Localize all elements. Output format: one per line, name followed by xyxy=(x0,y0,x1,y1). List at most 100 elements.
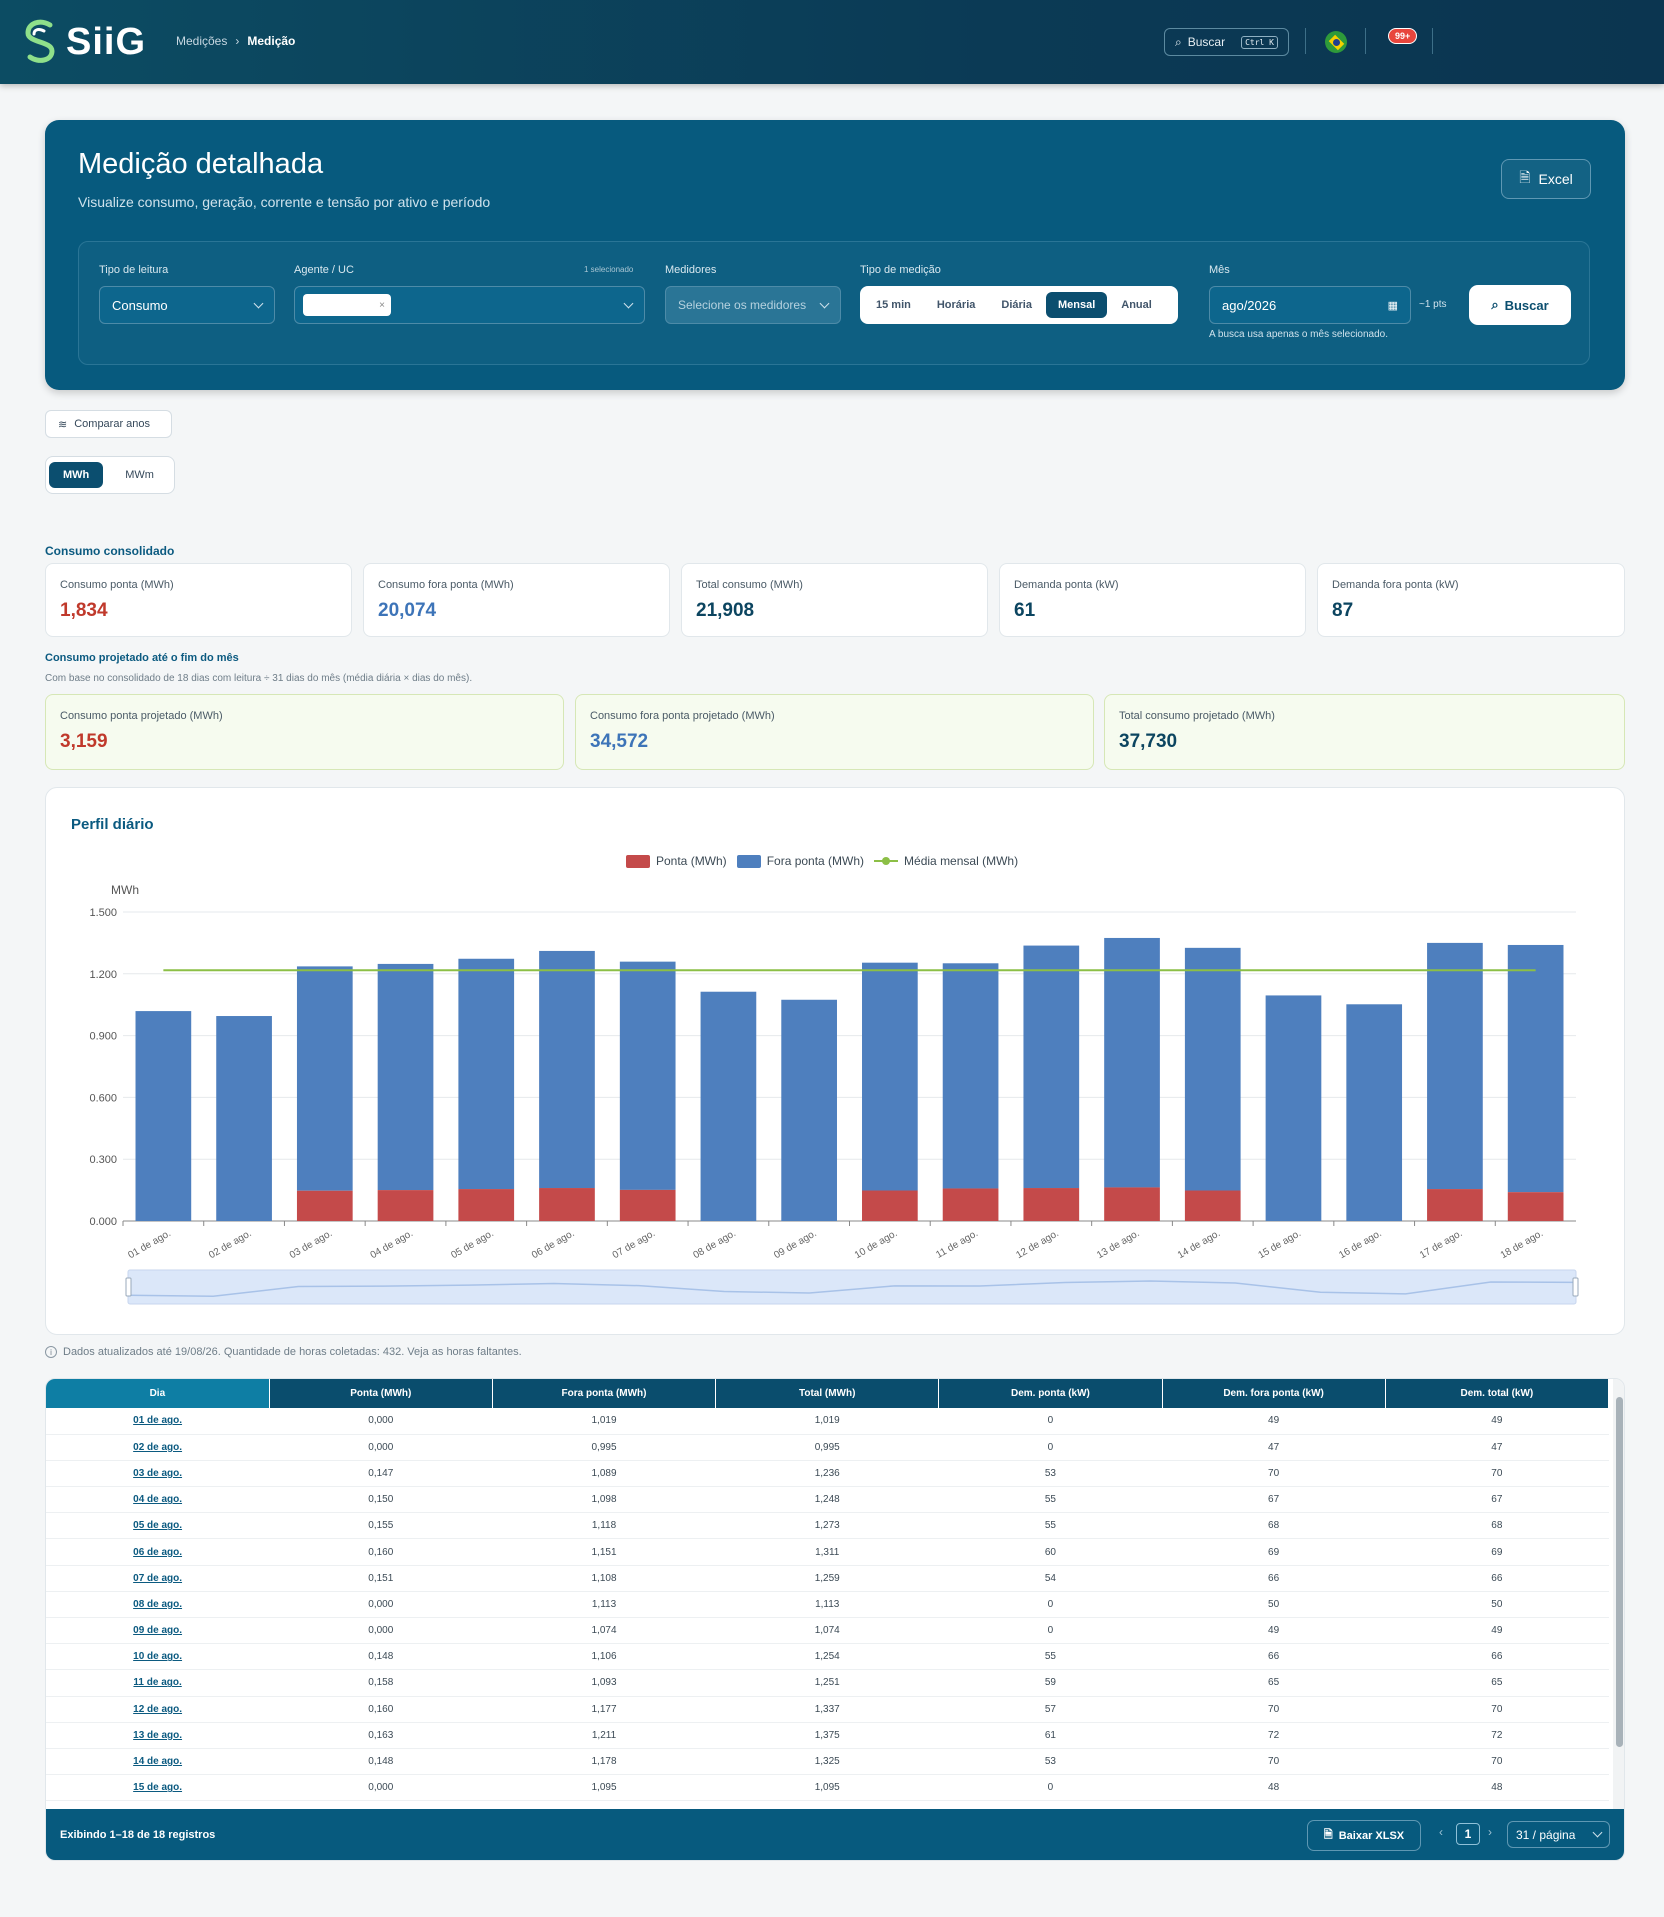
column-header[interactable]: Ponta (MWh) xyxy=(269,1379,493,1408)
table-cell: 1,074 xyxy=(715,1617,939,1645)
medidores-select[interactable]: Selecione os medidores xyxy=(665,286,841,324)
daily-profile-chart: MWh 0.000 0.300 0.600 0.900 1.200 1.500 01 de a… xyxy=(89,883,1579,1305)
agente-select[interactable]: × xyxy=(294,286,645,324)
table-cell: 0,000 xyxy=(269,1408,493,1435)
day-link[interactable]: 14 de ago. xyxy=(133,1756,183,1768)
table-cell: 53 xyxy=(938,1460,1163,1488)
column-header[interactable]: Dem. ponta (kW) xyxy=(938,1379,1163,1408)
update-note-text: Dados atualizados até 19/08/26. Quantida… xyxy=(63,1346,522,1358)
kpi-label: Total consumo (MWh) xyxy=(696,579,803,591)
seg-horaria[interactable]: Horária xyxy=(936,299,976,311)
medidores-label: Medidores xyxy=(665,264,717,276)
agente-label: Agente / UC xyxy=(294,264,354,276)
table-cell: 66 xyxy=(1385,1643,1609,1671)
column-header[interactable]: Dem. fora ponta (kW) xyxy=(1162,1379,1386,1408)
tag-remove-icon[interactable]: × xyxy=(379,299,385,311)
bar-fora-ponta xyxy=(1023,945,1080,1189)
seg-diaria[interactable]: Diária xyxy=(1001,299,1032,311)
day-link[interactable]: 02 de ago. xyxy=(133,1441,183,1453)
table-row: 15 de ago. 0,000 1,095 1,095 0 48 48 xyxy=(46,1774,1609,1802)
day-link[interactable]: 09 de ago. xyxy=(133,1625,183,1637)
day-link[interactable]: 13 de ago. xyxy=(133,1729,183,1741)
logo[interactable]: SiiG xyxy=(22,16,146,68)
compare-years-button[interactable]: ≋ Comparar anos xyxy=(45,410,172,438)
bar-ponta xyxy=(1184,1190,1241,1221)
download-xlsx-button[interactable]: 🗎 Baixar XLSX xyxy=(1307,1820,1421,1851)
bar-ponta xyxy=(1023,1188,1080,1221)
seg-15min[interactable]: 15 min xyxy=(876,299,911,311)
day-link[interactable]: 08 de ago. xyxy=(133,1598,183,1610)
page-number[interactable]: 1 xyxy=(1456,1823,1480,1845)
table-row: 06 de ago. 0,160 1,151 1,311 60 69 69 xyxy=(46,1538,1609,1566)
table-cell: 1,211 xyxy=(492,1722,716,1749)
table-cell: 49 xyxy=(1385,1617,1609,1645)
table-cell: 1,019 xyxy=(492,1408,716,1435)
table-cell: 59 xyxy=(938,1669,1163,1697)
projetado-title: Consumo projetado até o fim do mês xyxy=(45,652,239,664)
day-link[interactable]: 03 de ago. xyxy=(133,1467,183,1479)
table-row: 08 de ago. 0,000 1,113 1,113 0 50 50 xyxy=(46,1591,1609,1619)
column-header[interactable]: Total (MWh) xyxy=(715,1379,940,1408)
day-link[interactable]: 01 de ago. xyxy=(133,1415,183,1427)
table-cell: 1,106 xyxy=(492,1643,716,1671)
projetado-note: Com base no consolidado de 18 dias com l… xyxy=(45,673,473,684)
column-header[interactable]: Dem. total (kW) xyxy=(1385,1379,1610,1408)
mes-picker[interactable]: ago/2026 ▦ xyxy=(1209,286,1411,324)
global-search-button[interactable]: ⌕ Buscar Ctrl K xyxy=(1164,28,1289,56)
bar-fora-ponta xyxy=(1104,937,1160,1188)
table-cell: 11 de ago. xyxy=(46,1669,270,1697)
day-link[interactable]: 10 de ago. xyxy=(133,1651,183,1663)
table-cell: 0,155 xyxy=(269,1512,493,1540)
table-scrollbar[interactable] xyxy=(1613,1379,1624,1809)
buscar-button[interactable]: ⌕ Buscar xyxy=(1469,285,1571,325)
kpi-consumo-ponta: Consumo ponta (MWh) 1,834 xyxy=(45,563,352,637)
agente-tag[interactable]: × xyxy=(303,294,391,316)
day-link[interactable]: 12 de ago. xyxy=(133,1703,183,1715)
table-row: 04 de ago. 0,150 1,098 1,248 55 67 67 xyxy=(46,1486,1609,1514)
unit-mwh[interactable]: MWh xyxy=(49,462,104,488)
x-tick-label: 06 de ago. xyxy=(530,1228,576,1261)
seg-anual[interactable]: Anual xyxy=(1121,299,1152,311)
layers-icon: ≋ xyxy=(58,418,68,431)
table-cell: 50 xyxy=(1385,1591,1609,1619)
kpi-label: Demanda ponta (kW) xyxy=(1014,579,1119,591)
x-tick-label: 15 de ago. xyxy=(1257,1228,1303,1261)
column-header[interactable]: Dia xyxy=(46,1379,270,1408)
day-link[interactable]: 07 de ago. xyxy=(133,1572,183,1584)
bar-fora-ponta xyxy=(1427,942,1483,1190)
tipo-leitura-select[interactable]: Consumo xyxy=(99,286,275,324)
table-cell: 0 xyxy=(938,1774,1163,1802)
breadcrumb-item-medicoes[interactable]: Medições xyxy=(176,34,228,48)
chevron-down-icon xyxy=(819,298,830,308)
table-cell: 1,113 xyxy=(715,1591,939,1619)
kpi-value: 34,572 xyxy=(590,731,649,752)
table-cell: 1,254 xyxy=(715,1643,939,1671)
kpi-demanda-ponta: Demanda ponta (kW) 61 xyxy=(999,563,1306,637)
column-header[interactable]: Fora ponta (MWh) xyxy=(492,1379,717,1408)
day-link[interactable]: 04 de ago. xyxy=(133,1494,183,1506)
table-cell: 66 xyxy=(1385,1565,1609,1592)
legend-ponta[interactable]: Ponta (MWh) xyxy=(626,854,727,868)
seg-mensal[interactable]: Mensal xyxy=(1045,292,1108,318)
bar-fora-ponta xyxy=(458,958,515,1190)
excel-export-button[interactable]: 🗎 Excel xyxy=(1501,159,1591,199)
day-link[interactable]: 05 de ago. xyxy=(133,1520,183,1532)
day-link[interactable]: 06 de ago. xyxy=(133,1546,183,1558)
unit-mwm[interactable]: MWm xyxy=(125,469,154,481)
table-cell: 72 xyxy=(1162,1722,1386,1749)
table-cell: 02 de ago. xyxy=(46,1434,270,1461)
legend-media[interactable]: Média mensal (MWh) xyxy=(874,854,1018,868)
scrollbar-thumb[interactable] xyxy=(1616,1397,1623,1747)
compare-label: Comparar anos xyxy=(74,418,151,430)
points-hint: ~1 pts xyxy=(1419,299,1447,310)
brazil-flag-icon[interactable] xyxy=(1325,31,1347,53)
legend-fora-ponta[interactable]: Fora ponta (MWh) xyxy=(736,854,864,868)
table-cell: 1,251 xyxy=(715,1669,939,1697)
page-size-select[interactable]: 31 / página xyxy=(1507,1821,1610,1848)
day-link[interactable]: 15 de ago. xyxy=(133,1782,183,1794)
table-cell: 1,248 xyxy=(715,1486,939,1514)
day-link[interactable]: 11 de ago. xyxy=(133,1677,182,1689)
next-page-icon[interactable]: › xyxy=(1488,1825,1492,1839)
prev-page-icon[interactable]: ‹ xyxy=(1439,1825,1443,1839)
bar-fora-ponta xyxy=(619,961,676,1190)
